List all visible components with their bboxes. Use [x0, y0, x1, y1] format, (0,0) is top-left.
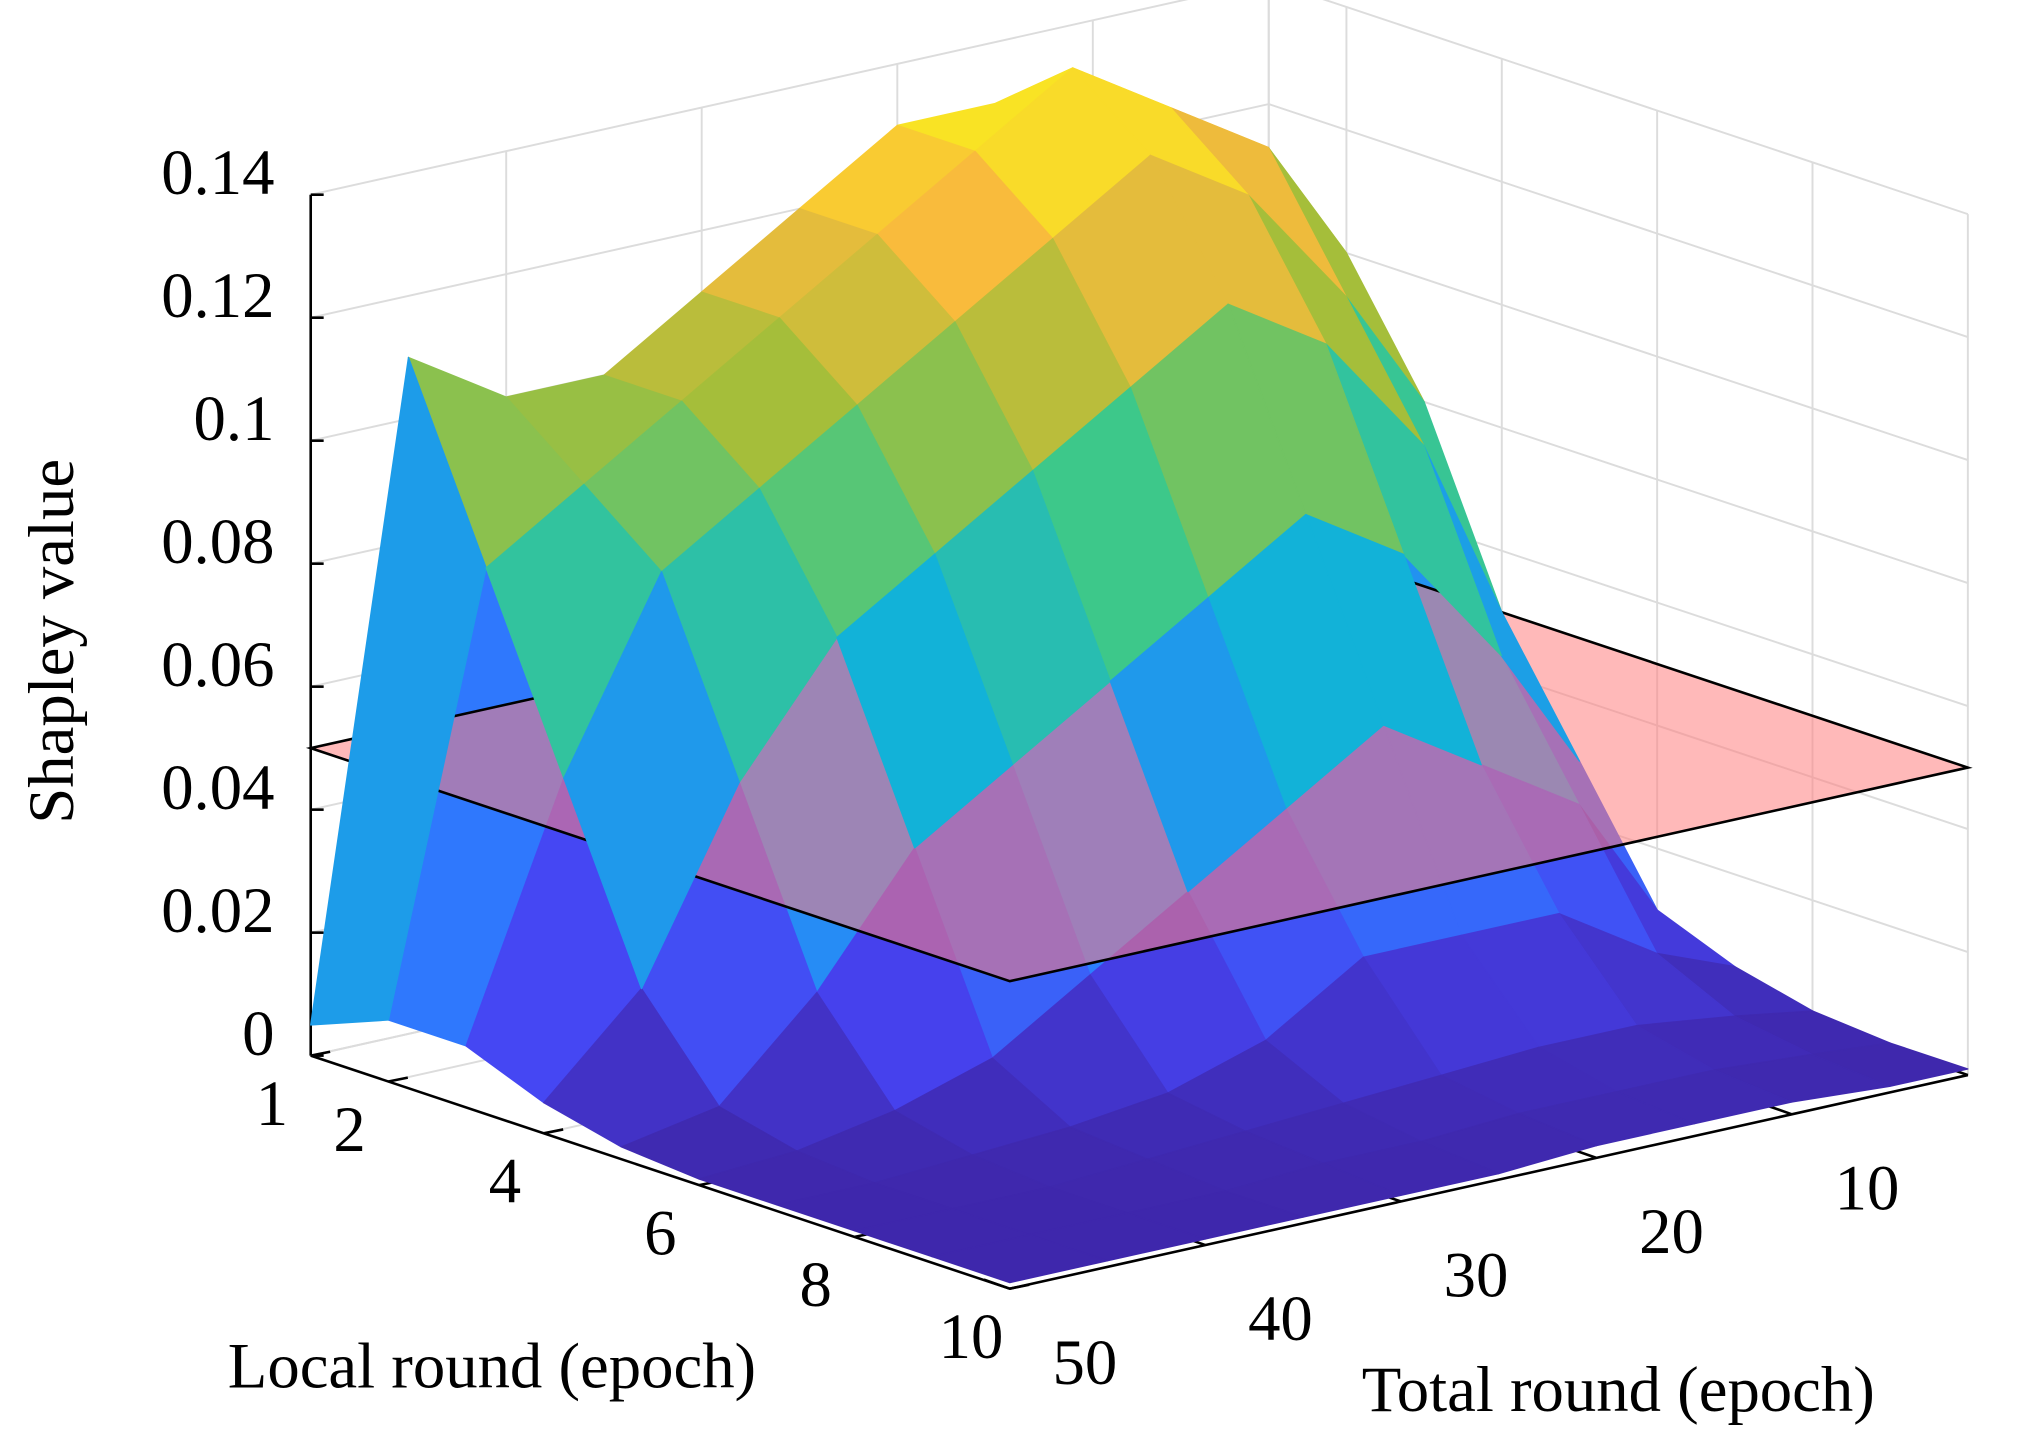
- z-tick-label: 0.06: [161, 629, 274, 701]
- grid-line: [310, 0, 1969, 216]
- y-tick-label: 20: [1639, 1196, 1704, 1268]
- z-axis-label: Shapley value: [16, 459, 88, 824]
- x-tick: [310, 1050, 331, 1057]
- y-axis-label: Total round (epoch): [1362, 1354, 1875, 1426]
- z-tick-label: 0.14: [161, 137, 274, 209]
- x-tick: [388, 1076, 409, 1083]
- x-axis-label: Local round (epoch): [228, 1331, 756, 1403]
- z-tick-label: 0.12: [161, 260, 274, 332]
- x-tick: [1009, 1283, 1030, 1290]
- y-tick-label: 10: [1835, 1152, 1900, 1224]
- x-tick-label: 6: [644, 1197, 676, 1269]
- x-tick-label: 4: [489, 1146, 521, 1218]
- y-tick-label: 30: [1444, 1240, 1509, 1312]
- x-tick-label: 10: [939, 1301, 1004, 1373]
- x-tick-label: 1: [256, 1068, 288, 1140]
- surface-patch: [310, 356, 487, 1026]
- z-tick-label: 0.04: [161, 752, 274, 824]
- x-tick-label: 2: [333, 1094, 365, 1166]
- z-tick-label: 0: [242, 998, 274, 1070]
- surface-patch: [931, 1234, 1109, 1284]
- surface-patch: [836, 553, 1014, 849]
- x-tick: [543, 1128, 564, 1135]
- y-tick: [983, 1278, 1011, 1290]
- surface-patch: [1109, 597, 1287, 893]
- z-tick-label: 0.08: [161, 506, 274, 578]
- z-tick-label: 0.02: [161, 875, 274, 947]
- y-tick-label: 50: [1053, 1327, 1118, 1399]
- y-tick-label: 40: [1248, 1283, 1313, 1355]
- surface-patch: [563, 571, 740, 990]
- z-tick-label: 0.1: [194, 383, 275, 455]
- x-tick-label: 8: [799, 1249, 831, 1321]
- y-tick-label: 1: [2027, 1113, 2030, 1185]
